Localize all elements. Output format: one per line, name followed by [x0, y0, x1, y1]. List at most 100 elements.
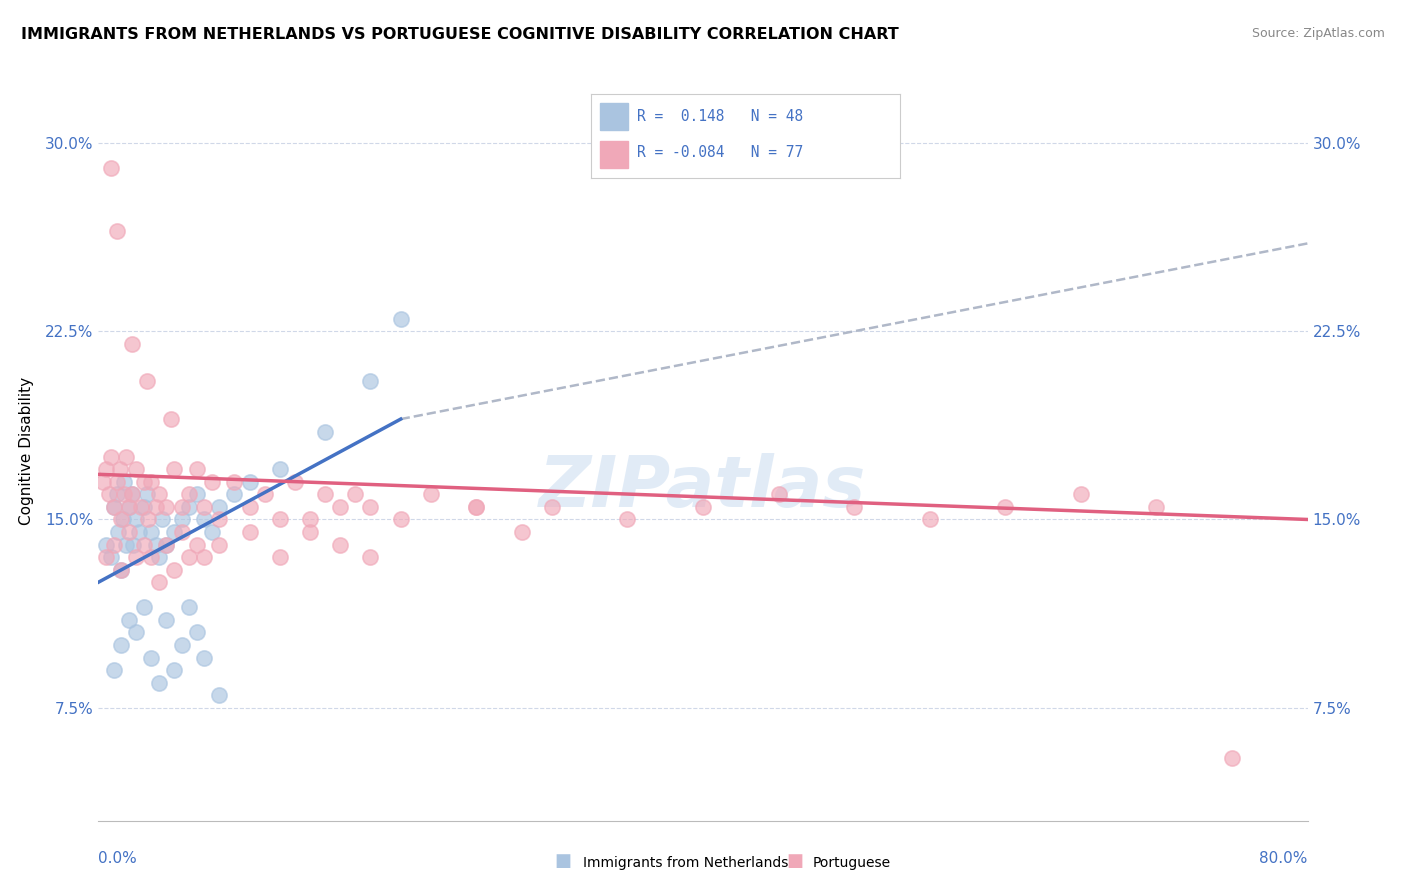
Point [150, 512, 173, 526]
Point [844, 500, 866, 514]
Point [121, 336, 143, 351]
Point [179, 487, 201, 501]
Point [112, 475, 135, 489]
Point [170, 524, 193, 539]
Point [122, 538, 145, 552]
Point [141, 475, 163, 489]
Point [239, 524, 262, 539]
Point [208, 500, 231, 514]
Point [193, 500, 215, 514]
Point [100, 550, 122, 565]
Point [110, 638, 132, 652]
Bar [600, 103, 627, 130]
Point [193, 550, 215, 565]
Point [163, 524, 186, 539]
Point [118, 500, 141, 514]
Point [148, 487, 170, 501]
Point [155, 538, 177, 552]
Point [179, 600, 201, 615]
Point [540, 500, 562, 514]
Point [132, 475, 155, 489]
Point [125, 462, 148, 476]
Point [201, 475, 224, 489]
Point [105, 224, 128, 238]
Point [193, 512, 215, 526]
Bar [600, 141, 627, 169]
Point [239, 500, 262, 514]
Point [163, 462, 186, 476]
Text: ■: ■ [786, 852, 803, 870]
Point [94, 462, 117, 476]
Point [420, 487, 443, 501]
Point [918, 512, 941, 526]
Point [135, 375, 157, 389]
Point [284, 475, 307, 489]
Point [103, 538, 125, 552]
Point [110, 563, 132, 577]
Point [98, 487, 121, 501]
Text: ZIPatlas: ZIPatlas [540, 453, 866, 522]
Point [160, 412, 183, 426]
Point [179, 550, 201, 565]
Point [155, 500, 177, 514]
Point [141, 550, 163, 565]
Point [170, 512, 193, 526]
Point [103, 663, 125, 677]
Point [103, 500, 125, 514]
Point [329, 500, 352, 514]
Point [100, 450, 122, 464]
Point [616, 512, 638, 526]
Point [145, 500, 167, 514]
Point [314, 487, 336, 501]
Point [389, 512, 412, 526]
Point [208, 688, 231, 702]
Point [269, 550, 291, 565]
Point [186, 538, 208, 552]
Point [132, 538, 155, 552]
Point [239, 475, 262, 489]
Point [110, 563, 132, 577]
Point [1220, 751, 1243, 765]
Point [465, 500, 488, 514]
Point [360, 375, 382, 389]
Text: Immigrants from Netherlands: Immigrants from Netherlands [583, 855, 789, 870]
Point [108, 462, 131, 476]
Point [465, 500, 488, 514]
Point [269, 462, 291, 476]
Point [148, 675, 170, 690]
Text: Source: ZipAtlas.com: Source: ZipAtlas.com [1251, 27, 1385, 40]
Point [125, 625, 148, 640]
Point [118, 500, 141, 514]
Point [94, 538, 117, 552]
Point [114, 538, 136, 552]
Text: R =  0.148   N = 48: R = 0.148 N = 48 [637, 109, 803, 124]
Text: R = -0.084   N = 77: R = -0.084 N = 77 [637, 145, 803, 161]
Point [94, 550, 117, 565]
Point [1070, 487, 1092, 501]
Point [768, 487, 790, 501]
Point [121, 487, 143, 501]
Point [208, 538, 231, 552]
Text: IMMIGRANTS FROM NETHERLANDS VS PORTUGUESE COGNITIVE DISABILITY CORRELATION CHART: IMMIGRANTS FROM NETHERLANDS VS PORTUGUES… [21, 27, 898, 42]
Point [155, 538, 177, 552]
Point [114, 450, 136, 464]
Point [132, 600, 155, 615]
Point [163, 663, 186, 677]
Point [105, 487, 128, 501]
Text: ■: ■ [554, 852, 571, 870]
Point [135, 487, 157, 501]
Point [1146, 500, 1168, 514]
Point [170, 638, 193, 652]
Point [360, 500, 382, 514]
Point [389, 311, 412, 326]
Point [107, 524, 129, 539]
Point [136, 512, 159, 526]
Point [329, 538, 352, 552]
Point [253, 487, 276, 501]
Point [186, 487, 208, 501]
Point [125, 512, 148, 526]
Point [129, 500, 152, 514]
Point [128, 524, 150, 539]
Point [299, 524, 322, 539]
Point [299, 512, 322, 526]
